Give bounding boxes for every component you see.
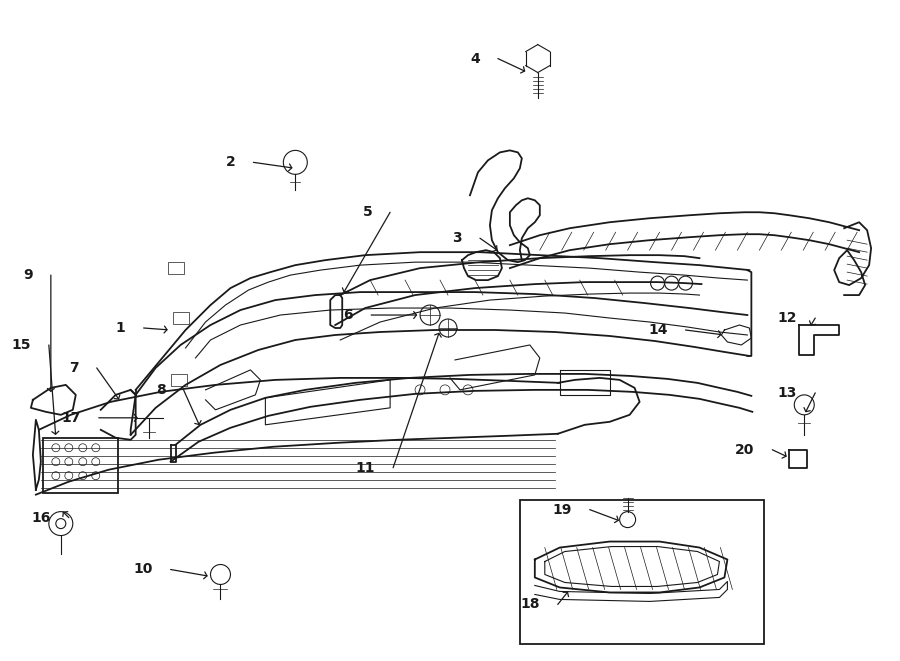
Text: 3: 3 xyxy=(453,231,462,245)
Text: 12: 12 xyxy=(778,311,797,325)
Text: 6: 6 xyxy=(344,308,353,322)
Text: 20: 20 xyxy=(735,443,754,457)
Text: 4: 4 xyxy=(470,52,480,65)
Text: 9: 9 xyxy=(23,268,33,282)
Text: 15: 15 xyxy=(12,338,31,352)
Text: 10: 10 xyxy=(133,563,153,576)
Text: 1: 1 xyxy=(116,321,126,335)
Text: 16: 16 xyxy=(32,510,50,525)
Bar xyxy=(520,500,764,644)
Bar xyxy=(173,312,189,324)
Text: 5: 5 xyxy=(363,206,373,219)
Text: 18: 18 xyxy=(520,598,540,611)
Text: 13: 13 xyxy=(778,386,797,400)
Bar xyxy=(167,262,184,274)
Bar xyxy=(171,374,186,386)
Text: 19: 19 xyxy=(553,502,572,517)
Text: 2: 2 xyxy=(226,155,236,169)
Text: 14: 14 xyxy=(648,323,668,337)
Text: 8: 8 xyxy=(156,383,166,397)
Bar xyxy=(43,438,118,492)
Text: 11: 11 xyxy=(356,461,375,475)
Text: 7: 7 xyxy=(69,361,79,375)
Text: 17: 17 xyxy=(61,411,81,425)
